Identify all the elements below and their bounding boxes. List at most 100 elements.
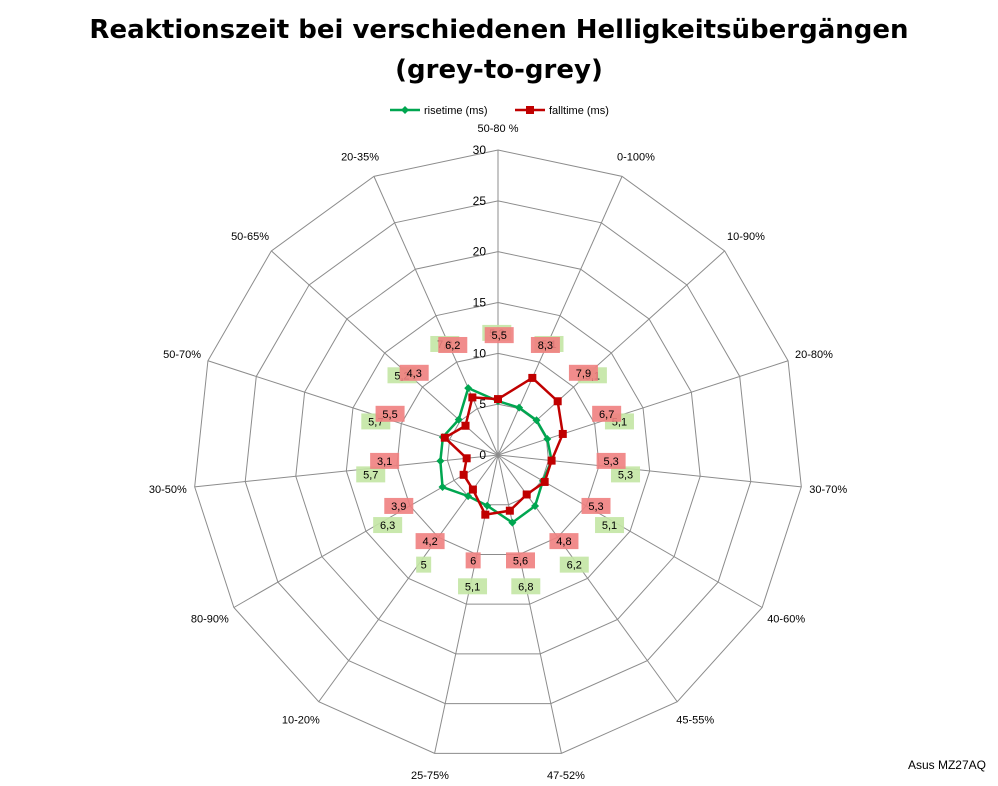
risetime-data-label: 5,1 <box>602 520 617 532</box>
category-label: 30-70% <box>809 484 847 496</box>
falltime-point <box>440 433 449 442</box>
falltime-data-label: 4,8 <box>556 536 571 548</box>
grid-spoke <box>497 360 789 456</box>
grid-spoke <box>497 454 562 754</box>
falltime-label-box <box>384 497 414 514</box>
grid-ring <box>194 149 802 754</box>
risetime-point <box>454 415 463 424</box>
category-label: 50-65% <box>231 231 269 243</box>
falltime-label-box <box>399 364 429 381</box>
falltime-point <box>553 397 562 406</box>
falltime-data-label: 4,2 <box>422 536 437 548</box>
risetime-point <box>508 518 517 527</box>
grid-ring <box>345 301 651 605</box>
falltime-label-box <box>549 533 579 550</box>
legend-marker <box>401 106 409 114</box>
falltime-point <box>494 395 502 404</box>
falltime-point <box>468 393 477 402</box>
legend-label: risetime (ms) <box>424 105 488 117</box>
radial-tick-label: 5 <box>479 397 486 411</box>
radial-tick-label: 30 <box>473 143 487 157</box>
falltime-data-label: 5,3 <box>603 456 618 468</box>
falltime-label-box <box>506 552 536 569</box>
legend-marker <box>526 106 534 114</box>
grid-ring <box>295 251 701 655</box>
risetime-label-box <box>416 556 432 573</box>
chart-title-line1: Reaktionszeit bei verschiedenen Helligke… <box>89 15 909 45</box>
risetime-data-label: 5,7 <box>363 469 378 481</box>
falltime-data-label: 3,9 <box>391 501 406 513</box>
falltime-point <box>481 510 490 519</box>
falltime-label-box <box>568 364 598 381</box>
category-label: 50-80 % <box>478 123 519 135</box>
series-line <box>439 386 553 524</box>
falltime-data-label: 8,3 <box>538 340 553 352</box>
falltime-label-box <box>438 336 468 353</box>
falltime-label-box <box>375 405 405 422</box>
chart-subtitle: (grey-to-grey) <box>395 55 603 85</box>
falltime-data-label: 6 <box>470 555 476 567</box>
risetime-data-label: 6,2 <box>567 560 582 572</box>
falltime-point <box>505 506 514 515</box>
falltime-label-box <box>592 405 622 422</box>
falltime-point <box>540 477 549 486</box>
risetime-data-label: 6,3 <box>380 520 395 532</box>
falltime-point <box>462 454 471 463</box>
risetime-label-box <box>611 466 641 483</box>
grid-ring <box>396 352 600 555</box>
category-label: 10-90% <box>727 231 765 243</box>
radial-axis-ticks: 0 5 10 15 20 25 30 <box>473 143 487 462</box>
risetime-label-box <box>559 556 589 573</box>
series-line <box>443 376 565 516</box>
category-label: 30-50% <box>149 484 187 496</box>
falltime-data-label: 7,9 <box>576 368 591 380</box>
chart-title: Reaktionszeit bei verschiedenen Helligke… <box>0 10 998 90</box>
radial-tick-label: 10 <box>473 346 487 360</box>
category-label: 25-75% <box>411 770 449 782</box>
risetime-label-box <box>511 578 541 595</box>
falltime-label-box <box>484 327 514 344</box>
falltime-label-box <box>415 533 445 550</box>
risetime-point <box>515 403 524 412</box>
category-labels: 50-80 % 0-100% 10-90% 20-80% 30-70% 40-60% 45-… <box>149 123 847 782</box>
risetime-label-box <box>458 578 488 595</box>
category-label: 45-55% <box>676 715 714 727</box>
risetime-data-label: 6,8 <box>518 581 533 593</box>
falltime-label-box <box>465 552 481 569</box>
falltime-point <box>461 421 470 430</box>
category-label: 47-52% <box>547 770 585 782</box>
legend-label: falltime (ms) <box>549 105 609 117</box>
category-label: 10-20% <box>282 715 320 727</box>
falltime-data-label: 5,6 <box>513 555 528 567</box>
grid-spoke <box>207 360 499 456</box>
category-label: 80-90% <box>191 614 229 626</box>
risetime-label-box <box>595 517 625 534</box>
falltime-point <box>468 485 477 494</box>
radar-grid <box>194 149 802 754</box>
risetime-point <box>532 416 541 425</box>
watermark-label: Asus MZ27AQ <box>907 758 986 772</box>
falltime-label-box <box>581 497 611 514</box>
falltime-point <box>459 470 468 479</box>
risetime-point <box>543 434 552 443</box>
risetime-point <box>436 457 445 466</box>
falltime-point <box>528 373 537 382</box>
risetime-data-label: 5,1 <box>465 581 480 593</box>
falltime-label-box <box>370 452 400 469</box>
falltime-label-box <box>530 336 560 353</box>
series-lines <box>436 373 567 527</box>
falltime-data-label: 6,7 <box>599 409 614 421</box>
falltime-point <box>547 456 556 465</box>
legend: risetime (ms) falltime (ms) <box>390 105 609 117</box>
risetime-point <box>483 501 492 510</box>
radial-tick-label: 15 <box>473 296 487 310</box>
radial-tick-label: 20 <box>473 245 487 259</box>
falltime-label-box <box>596 452 626 469</box>
risetime-label-box <box>373 517 403 534</box>
risetime-data-label: 5,3 <box>618 469 633 481</box>
falltime-data-label: 5,3 <box>588 501 603 513</box>
risetime-point <box>464 492 473 501</box>
radial-tick-label: 25 <box>473 194 487 208</box>
falltime-data-label: 4,3 <box>407 368 422 380</box>
